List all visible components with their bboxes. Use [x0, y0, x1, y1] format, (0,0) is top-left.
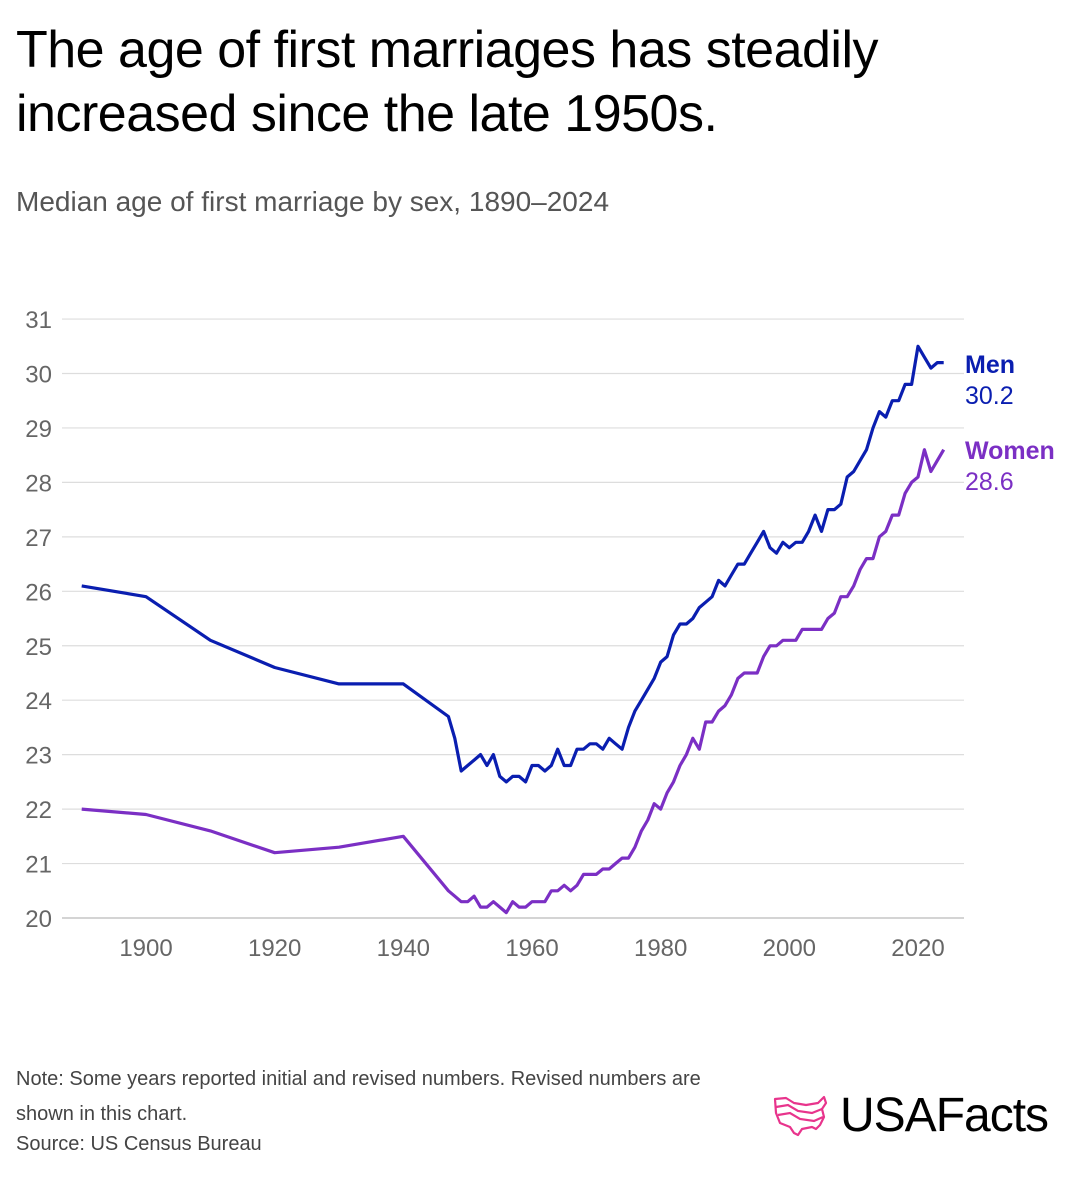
series-line-women [81, 448, 946, 915]
y-tick-label: 23 [25, 743, 52, 770]
chart-subtitle: Median age of first marriage by sex, 189… [16, 186, 610, 217]
usafacts-logo: USAFacts [772, 1088, 1049, 1143]
page-title: The age of first marriages has steadily … [16, 21, 879, 143]
y-tick-label: 29 [25, 416, 52, 443]
series-label-men: Men [965, 351, 1015, 379]
x-tick-label: 2000 [763, 935, 816, 962]
y-tick-label: 22 [25, 797, 52, 824]
chart-note: Note: Some years reported initial and re… [16, 1068, 701, 1125]
y-tick-label: 21 [25, 852, 52, 879]
x-tick-label: 1980 [634, 935, 687, 962]
y-tick-label: 20 [25, 906, 52, 933]
y-tick-label: 24 [25, 688, 52, 715]
series-end-value-women: 28.6 [965, 468, 1014, 496]
y-tick-label: 30 [25, 362, 52, 389]
x-tick-label: 1960 [505, 935, 558, 962]
series-line-men [81, 344, 944, 784]
y-tick-label: 25 [25, 634, 52, 661]
y-tick-label: 28 [25, 470, 52, 497]
x-tick-label: 1900 [119, 935, 172, 962]
series-end-value-men: 30.2 [965, 382, 1014, 410]
y-tick-label: 31 [25, 307, 52, 334]
x-tick-label: 2020 [891, 935, 944, 962]
chart-source: Source: US Census Bureau [16, 1133, 262, 1155]
line-chart: 20 21 22 23 24 25 26 27 28 29 30 31 1900 1920 1940 1960… [25, 307, 1055, 962]
x-tick-label: 1920 [248, 935, 301, 962]
y-tick-label: 26 [25, 579, 52, 606]
x-tick-label: 1940 [377, 935, 430, 962]
series-label-women: Women [965, 437, 1055, 465]
usa-map-icon [773, 1095, 828, 1136]
y-tick-label: 27 [25, 525, 52, 552]
logo-text: USAFacts [840, 1089, 1049, 1142]
